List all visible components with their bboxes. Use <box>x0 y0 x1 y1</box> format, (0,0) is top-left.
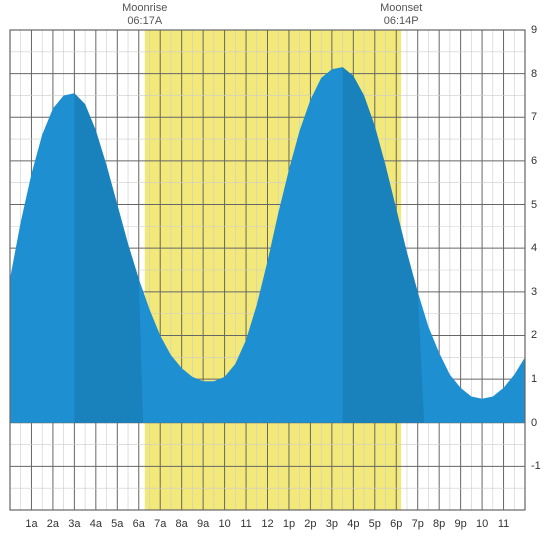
x-tick-label: 5a <box>111 518 123 530</box>
y-tick-label: 9 <box>531 24 537 36</box>
x-tick-label: 10 <box>218 518 230 530</box>
x-tick-label: 2p <box>304 518 316 530</box>
y-tick-label: -1 <box>531 460 541 472</box>
x-tick-label: 9p <box>455 518 467 530</box>
x-tick-label: 8a <box>176 518 188 530</box>
x-tick-label: 9a <box>197 518 209 530</box>
y-tick-label: 4 <box>531 242 537 254</box>
x-tick-label: 4p <box>347 518 359 530</box>
x-tick-label: 6a <box>133 518 145 530</box>
y-tick-label: 6 <box>531 155 537 167</box>
x-tick-label: 10 <box>476 518 488 530</box>
y-tick-label: 8 <box>531 68 537 80</box>
x-tick-label: 6p <box>390 518 402 530</box>
tide-chart: -101234567891a2a3a4a5a6a7a8a9a1011121p2p… <box>0 0 550 550</box>
x-tick-label: 8p <box>433 518 445 530</box>
x-tick-label: 4a <box>90 518 102 530</box>
y-tick-label: 5 <box>531 199 537 211</box>
x-tick-label: 11 <box>498 518 509 530</box>
x-tick-label: 3p <box>326 518 338 530</box>
x-tick-label: 3a <box>68 518 80 530</box>
y-tick-label: 3 <box>531 286 537 298</box>
y-tick-label: 7 <box>531 111 537 123</box>
x-tick-label: 5p <box>369 518 381 530</box>
x-tick-label: 12 <box>261 518 273 530</box>
x-tick-label: 7a <box>154 518 166 530</box>
event-title: Moonset <box>380 2 422 14</box>
chart-canvas <box>0 0 550 550</box>
x-tick-label: 1a <box>25 518 37 530</box>
y-tick-label: 1 <box>531 373 537 385</box>
x-tick-label: 1p <box>283 518 295 530</box>
y-tick-label: 0 <box>531 417 537 429</box>
x-tick-label: 2a <box>47 518 59 530</box>
y-tick-label: 2 <box>531 329 537 341</box>
event-title: Moonrise <box>122 2 167 14</box>
moonset-label: Moonset06:14P <box>380 2 422 28</box>
x-tick-label: 7p <box>412 518 424 530</box>
x-tick-label: 11 <box>240 518 251 530</box>
moonrise-label: Moonrise06:17A <box>122 2 167 28</box>
event-time: 06:17A <box>127 15 162 27</box>
event-time: 06:14P <box>384 15 419 27</box>
